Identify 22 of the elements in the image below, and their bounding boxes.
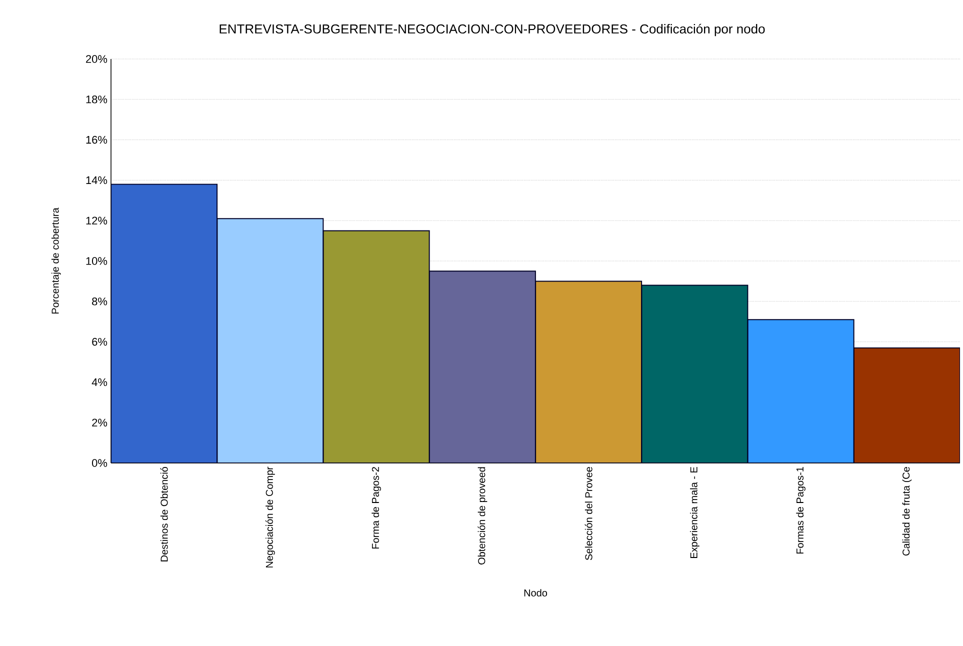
y-tick-label: 10% (86, 257, 108, 265)
y-tick-label: 16% (86, 136, 108, 144)
y-tick-label: 2% (92, 418, 108, 426)
y-tick-label: 4% (92, 378, 108, 386)
y-tick-label: 12% (86, 216, 108, 224)
x-tick-label: Destinos de Obtenció (160, 466, 168, 562)
y-tick-label: 20% (86, 55, 108, 63)
y-tick-label: 0% (92, 459, 108, 467)
x-tick-label: Calidad de fruta (Ce (902, 467, 912, 556)
chart-title: ENTREVISTA-SUBGERENTE-NEGOCIACION-CON-PROVEEDORES - Codificación por nodo (220, 24, 765, 36)
x-tick-label: Experiencia mala - E (690, 466, 700, 558)
x-tick-label: Obtención de proveed (478, 467, 488, 564)
y-tick-label: 8% (92, 298, 108, 306)
x-tick-label: Selección del Provee (584, 467, 592, 560)
x-tick-label: Forma de Pagos-2 (372, 467, 381, 549)
y-tick-label: 6% (92, 338, 108, 346)
x-tick-label: Negociación de Compr (265, 466, 275, 568)
y-tick-label: 18% (86, 96, 108, 104)
x-tick-label: Formas de Pagos-1 (796, 467, 806, 554)
y-axis-title: Porcentaje de cobertura (51, 208, 61, 314)
x-axis-title: Nodo (524, 589, 548, 596)
y-tick-label: 14% (86, 176, 108, 184)
